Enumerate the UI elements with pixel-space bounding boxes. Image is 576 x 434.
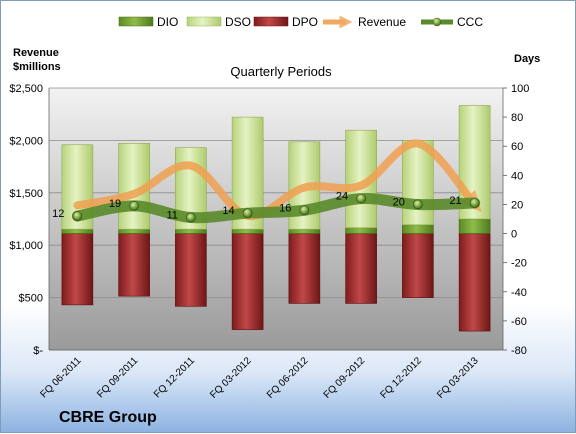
plot-area xyxy=(49,88,503,350)
bar-dio xyxy=(175,228,207,234)
company-name: CBRE Group xyxy=(59,409,157,426)
right-tick-label: -80 xyxy=(511,345,527,357)
right-tick-label: -40 xyxy=(511,287,527,299)
bar-dpo xyxy=(118,233,150,297)
legend: DIO DSO DPO Revenue CCC xyxy=(118,15,483,29)
right-axis-label: Days xyxy=(514,53,540,65)
ccc-data-label: 24 xyxy=(336,191,348,203)
category-label: FQ 09-2011 xyxy=(95,355,140,400)
legend-swatch-dio xyxy=(118,16,154,27)
bar-dio xyxy=(402,224,434,234)
left-tick-label: $1,000 xyxy=(9,240,43,252)
ccc-point xyxy=(356,193,366,204)
right-tick-label: 0 xyxy=(511,229,517,241)
ccc-point xyxy=(469,198,480,208)
category-label: FQ 12-2012 xyxy=(378,355,424,401)
legend-item-dpo: DPO xyxy=(253,15,318,29)
ccc-data-label: 12 xyxy=(52,208,64,220)
bar-dpo xyxy=(345,233,377,304)
ccc-data-label: 19 xyxy=(109,198,121,210)
legend-label-ccc: CCC xyxy=(457,15,483,29)
left-tick-label: $2,000 xyxy=(9,135,43,147)
legend-item-dio: DIO xyxy=(118,15,178,29)
ccc-data-label: 11 xyxy=(166,210,177,222)
right-tick-label: 60 xyxy=(511,141,523,153)
bar-dpo xyxy=(288,233,321,304)
ccc-data-label: 16 xyxy=(279,202,291,214)
left-axis-label-line2: $millions xyxy=(13,61,61,73)
legend-label-dio: DIO xyxy=(157,15,178,29)
ccc-point xyxy=(299,205,310,216)
left-tick-label: $2,500 xyxy=(9,83,43,95)
legend-marker-ccc xyxy=(432,17,442,27)
category-label: FQ 06-2011 xyxy=(39,355,84,400)
legend-item-dso: DSO xyxy=(186,15,251,29)
bar-dso xyxy=(402,140,434,226)
lines-layer: 12 19 11 14 16 24 20 21 xyxy=(52,139,482,224)
right-tick-label: 40 xyxy=(511,170,523,182)
ccc-point xyxy=(186,212,196,223)
left-tick-label: $500 xyxy=(19,293,43,305)
bar-dpo xyxy=(458,233,491,332)
right-tick-label: 80 xyxy=(511,112,523,124)
bar-dio xyxy=(345,227,377,234)
legend-label-dso: DSO xyxy=(225,15,251,29)
right-tick-label: -20 xyxy=(511,258,527,270)
ccc-data-label: 14 xyxy=(222,205,234,217)
category-label: FQ 09-2012 xyxy=(322,355,368,401)
ccc-data-label: 20 xyxy=(393,196,405,208)
bar-dio xyxy=(288,228,321,234)
legend-item-revenue: Revenue xyxy=(323,15,406,29)
legend-swatch-dpo xyxy=(253,16,289,27)
bar-dpo xyxy=(402,233,434,298)
legend-item-ccc: CCC xyxy=(421,15,483,29)
bar-dpo xyxy=(175,233,207,307)
left-tick-label: $1,500 xyxy=(9,188,43,200)
ccc-data-label: 21 xyxy=(449,195,461,207)
chart-title: Quarterly Periods xyxy=(230,64,332,79)
bar-dpo xyxy=(61,233,94,306)
legend-swatch-dso xyxy=(186,16,222,27)
ccc-point xyxy=(413,199,423,210)
ccc-point xyxy=(129,201,139,211)
category-label: FQ 03-2012 xyxy=(208,355,254,401)
right-tick-label: -60 xyxy=(511,316,527,328)
revenue-line xyxy=(73,139,482,221)
bar-dio xyxy=(61,228,94,234)
legend-label-dpo: DPO xyxy=(292,15,318,29)
ccc-point xyxy=(72,211,83,221)
bar-dio xyxy=(458,218,491,234)
legend-label-revenue: Revenue xyxy=(358,15,406,29)
category-label: FQ 12-2011 xyxy=(152,355,197,400)
bar-dpo xyxy=(231,233,264,330)
left-tick-label: $- xyxy=(33,345,43,357)
left-axis-label-line1: Revenue xyxy=(13,47,59,59)
bar-dio xyxy=(231,228,264,234)
right-tick-label: 100 xyxy=(511,83,529,95)
category-label: FQ 06-2012 xyxy=(265,355,311,401)
category-label: FQ 03-2013 xyxy=(435,355,481,401)
right-tick-label: 20 xyxy=(511,199,523,211)
ccc-point xyxy=(242,208,253,218)
bar-dio xyxy=(118,228,150,234)
